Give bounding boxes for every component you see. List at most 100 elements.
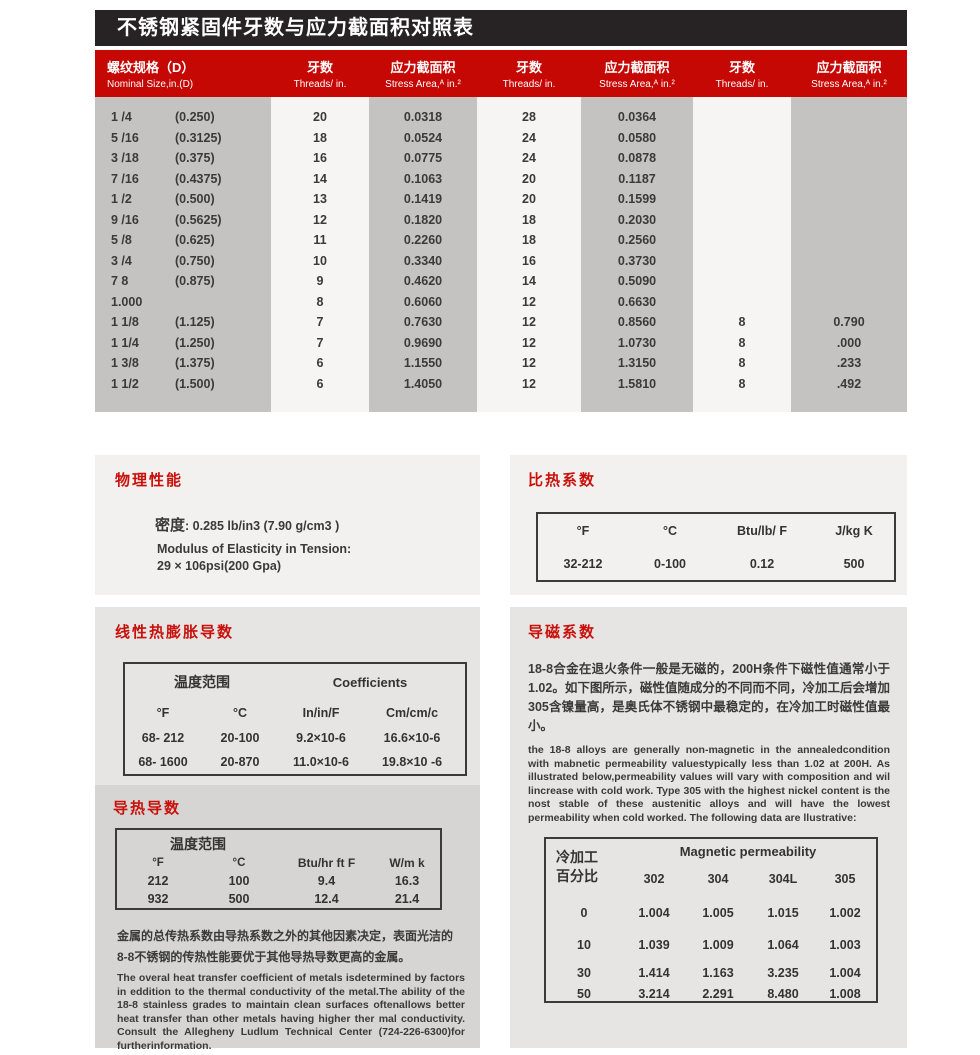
cell-304: 1.009 — [702, 938, 734, 952]
cell-threads-1: 14 — [313, 171, 327, 186]
cell-stress-area-1: 0.2260 — [403, 233, 443, 248]
cell-nominal-decimal: (1.375) — [175, 356, 215, 371]
cell-threads-1: 20 — [313, 110, 327, 125]
table-row: 1.000 8 0.6060 12 0.6630 — [95, 292, 907, 313]
cell-304: 2.291 — [702, 987, 734, 1001]
thermal-expansion-header: Cm/cm/c — [385, 706, 439, 720]
physical-properties-body: 密度: 0.285 lb/in3 (7.90 g/cm3 ) Modulus o… — [155, 514, 460, 575]
specific-heat-value: 0-100 — [654, 557, 686, 571]
column-stripe — [791, 97, 907, 412]
cell-nominal-fraction: 1 1/8 — [111, 315, 139, 330]
cell-stress-area-2: 0.5090 — [617, 274, 657, 289]
column-header: 牙数 Threads/ in. — [271, 57, 369, 90]
cell-stress-area-2: 0.8560 — [617, 315, 657, 330]
cell-302: 1.414 — [638, 966, 670, 980]
cell-nominal-decimal: (0.625) — [175, 233, 215, 248]
column-stripe — [477, 97, 581, 412]
cell-nominal-decimal: (0.750) — [175, 253, 215, 268]
cell-threads-1: 13 — [313, 192, 327, 207]
density-line: 密度: 0.285 lb/in3 (7.90 g/cm3 ) — [155, 514, 460, 535]
cell-threads-1: 6 — [316, 356, 324, 371]
column-stripe — [369, 97, 477, 412]
column-stripe — [581, 97, 693, 412]
column-header-en: Nominal Size,in.(D) — [107, 79, 194, 90]
fastener-table: 不锈钢紧固件牙数与应力截面积对照表 螺纹规格（D） Nominal Size,i… — [95, 10, 907, 412]
table-row: 7 8 (0.875) 9 0.4620 14 0.5090 — [95, 271, 907, 292]
cell-302: 3.214 — [638, 987, 670, 1001]
coefficients-group-header: Coefficients — [332, 674, 408, 690]
section-title: 比热系数 — [528, 472, 597, 489]
cell-stress-area-1: 0.3340 — [403, 253, 443, 268]
table-row: 5 /16 (0.3125) 18 0.0524 24 0.0580 — [95, 128, 907, 149]
cell-threads-2: 28 — [522, 110, 536, 125]
thermal-expansion-header: °C — [232, 706, 248, 720]
cell-cold-work-pct: 0 — [580, 906, 588, 920]
cell-btu: 9.4 — [317, 874, 336, 888]
section-title: 导热导数 — [113, 800, 182, 817]
cell-in-in-f: 11.0×10-6 — [293, 755, 349, 769]
cell-stress-area-2: 0.0364 — [617, 110, 657, 125]
section-specific-heat: 比热系数 °F °C Btu/lb/ F J/kg K 32-212 0-100 0.12… — [510, 455, 907, 595]
column-header: 应力截面积 Stress Area,ᴬ in.² — [369, 57, 477, 90]
cell-nominal-fraction: 1 1/2 — [111, 376, 139, 391]
cell-stress-area-2: 0.2560 — [617, 233, 657, 248]
cell-threads-2: 12 — [522, 356, 536, 371]
cell-threads-1: 7 — [316, 315, 324, 330]
cell-302: 1.004 — [638, 906, 670, 920]
cell-threads-1: 9 — [316, 274, 324, 289]
specific-heat-table: °F °C Btu/lb/ F J/kg K 32-212 0-100 0.12 500 — [536, 512, 896, 582]
cell-stress-area-2: 1.0730 — [617, 335, 657, 350]
cell-nominal-fraction: 7 /16 — [111, 171, 139, 186]
cell-stress-area-1: 0.0318 — [403, 110, 443, 125]
cell-305: 1.003 — [829, 938, 861, 952]
section-magnetic-permeability: 导磁系数 18-8合金在退火条件一般是无磁的，200H条件下磁性值通常小于1.0… — [510, 607, 907, 1048]
cell-stress-area-1: 0.1063 — [403, 171, 443, 186]
cell-f: 932 — [147, 892, 169, 906]
cell-threads-2: 24 — [522, 130, 536, 145]
cell-nominal-decimal: (0.875) — [175, 274, 215, 289]
column-header: 应力截面积 Stress Area,ᴬ in.² — [791, 57, 907, 90]
column-header-zh: 螺纹规格（D） — [107, 60, 195, 75]
cell-btu: 12.4 — [314, 892, 339, 906]
table-title-bar: 不锈钢紧固件牙数与应力截面积对照表 — [95, 10, 907, 46]
cell-stress-area-1: 0.1419 — [403, 192, 443, 207]
cell-stress-area-3: .000 — [836, 335, 862, 350]
density-label: 密度 — [155, 517, 186, 534]
cell-c: 100 — [228, 874, 250, 888]
table-row: 1 3/8 (1.375) 6 1.1550 12 1.3150 8 .233 — [95, 353, 907, 374]
f-header: °F — [152, 857, 164, 869]
specific-heat-value: 32-212 — [563, 557, 603, 571]
section-thermal-expansion: 线性热膨胀导数 温度范围 Coefficients °F °C In/in/F Cm/… — [95, 607, 480, 785]
page-title: 不锈钢紧固件牙数与应力截面积对照表 — [117, 17, 474, 39]
cell-nominal-decimal: (1.250) — [175, 335, 215, 350]
cell-threads-2: 16 — [522, 253, 536, 268]
cell-threads-2: 12 — [522, 335, 536, 350]
cell-nominal-fraction: 7 8 — [111, 274, 129, 289]
cell-threads-3: 8 — [738, 315, 746, 330]
cell-threads-1: 18 — [313, 130, 327, 145]
cell-nominal-fraction: 3 /4 — [111, 253, 132, 268]
section-title: 物理性能 — [115, 472, 184, 489]
cell-stress-area-1: 0.1820 — [403, 212, 443, 227]
cell-f: 212 — [147, 874, 169, 888]
conductivity-paragraph-zh: 金属的总传热系数由导热系数之外的其他因素决定，表面光洁的8-8不锈钢的传热性能要… — [117, 929, 454, 964]
specific-heat-header: Btu/lb/ F — [737, 524, 787, 538]
temp-range-group-header: 温度范围 — [170, 836, 226, 852]
thermal-expansion-header: °F — [156, 706, 170, 720]
cell-nominal-decimal: (1.500) — [175, 376, 215, 391]
cell-threads-1: 11 — [313, 233, 327, 248]
table-row: 3 /4 (0.750) 10 0.3340 16 0.3730 — [95, 251, 907, 272]
specific-heat-value: 0.12 — [749, 557, 775, 571]
section-thermal-conductivity: 导热导数 温度范围 Btu/hr ft F W/m k °F °C 212 10… — [95, 785, 480, 1052]
section-title: 线性热膨胀导数 — [115, 624, 235, 641]
c-header: °C — [232, 857, 246, 869]
alloy-column-header: 304 — [707, 872, 729, 886]
table-rows: 1 /4 (0.250) 20 0.0318 28 0.0364 5 /16 (… — [95, 107, 907, 394]
cell-threads-2: 20 — [522, 192, 536, 207]
specific-heat-header: J/kg K — [835, 524, 873, 538]
table-row: 1 /2 (0.500) 13 0.1419 20 0.1599 — [95, 189, 907, 210]
table-row: 1 1/8 (1.125) 7 0.7630 12 0.8560 8 0.790 — [95, 312, 907, 333]
cold-work-percent-label: 冷加工 百分比 — [546, 848, 622, 886]
modulus-line-2: 29 × 106psi(200 Gpa) — [157, 559, 282, 573]
column-header-zh: 牙数 — [515, 60, 542, 75]
